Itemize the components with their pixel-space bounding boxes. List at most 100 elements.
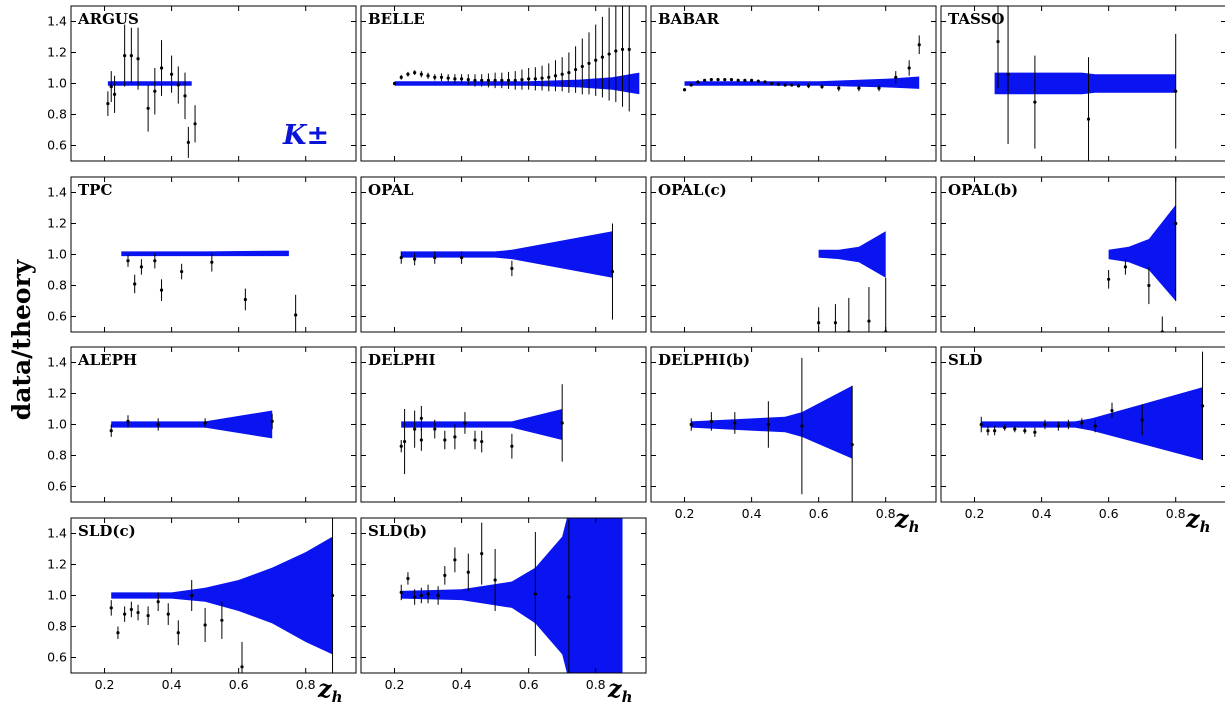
data-point [723, 78, 727, 82]
data-point [729, 78, 734, 82]
data-point [986, 426, 990, 436]
data-point [190, 580, 194, 611]
panel-aleph: 0.6 0.8 1.0 1.2 1.4 ALEPH [47, 346, 357, 503]
point-marker [493, 78, 497, 82]
data-point [877, 85, 881, 92]
svg-text:zh: zh [1185, 504, 1211, 536]
data-point [716, 78, 720, 82]
point-marker [766, 422, 770, 427]
point-marker [186, 140, 190, 144]
y-tick-label: 1.4 [47, 185, 67, 200]
plot-area [682, 35, 921, 92]
point-marker [733, 421, 737, 425]
y-tick-label: 1.4 [47, 14, 67, 29]
data-point [486, 73, 491, 88]
data-point [109, 600, 113, 616]
data-point [153, 252, 157, 269]
y-tick-label: 0.8 [47, 278, 67, 293]
data-point [176, 620, 180, 646]
theory-uncertainty-band [818, 231, 886, 278]
data-point [1140, 404, 1144, 436]
data-point [139, 259, 144, 275]
point-marker [506, 78, 511, 82]
point-marker [466, 78, 470, 82]
plot-area [994, 6, 1178, 161]
point-marker [159, 66, 164, 70]
point-marker [796, 84, 801, 88]
data-point [806, 83, 811, 89]
point-marker [413, 257, 417, 261]
point-marker [136, 57, 140, 61]
data-point [136, 604, 140, 621]
point-marker [837, 86, 841, 90]
point-marker [610, 269, 615, 274]
data-point [763, 80, 767, 84]
x-tick-label: 0.8 [586, 677, 606, 692]
theory-uncertainty-band [111, 536, 333, 655]
data-point [907, 60, 911, 76]
panel-opal: OPAL [360, 176, 647, 333]
data-point [419, 587, 423, 604]
x-tick-label: 0.6 [809, 506, 829, 521]
theory-uncertainty-band [394, 72, 640, 95]
data-point [627, 6, 631, 112]
point-marker [446, 76, 450, 80]
point-marker [1110, 408, 1114, 413]
x-tick-label: 0.8 [296, 677, 316, 692]
point-marker [392, 81, 397, 86]
data-point [573, 46, 578, 93]
point-marker [1123, 265, 1128, 269]
point-marker [567, 71, 571, 75]
panel-title: BABAR [658, 10, 720, 28]
y-tick-label: 0.6 [47, 309, 67, 324]
point-marker [176, 631, 180, 635]
point-marker [463, 421, 467, 425]
panel-sld: 0.2 0.4 0.6 0.8 SLD [940, 346, 1225, 521]
point-marker [790, 83, 794, 87]
point-marker [877, 86, 881, 90]
data-point [243, 288, 247, 311]
point-marker [1140, 418, 1144, 422]
x-tick-label: 0.4 [452, 677, 472, 692]
data-point [399, 440, 403, 453]
data-point [533, 531, 537, 656]
point-marker [453, 77, 457, 81]
point-marker [806, 84, 811, 88]
point-marker [1174, 89, 1178, 93]
data-point [1174, 33, 1178, 149]
data-point [433, 419, 437, 439]
data-point [600, 16, 605, 98]
y-tick-label: 1.0 [47, 247, 67, 262]
data-point [560, 384, 564, 462]
data-point [709, 412, 713, 431]
data-point [770, 81, 774, 86]
data-point [594, 24, 598, 96]
data-point [220, 601, 224, 639]
data-point [169, 55, 174, 93]
data-point [203, 607, 207, 642]
data-point [419, 71, 423, 78]
data-point [689, 418, 693, 431]
panel-frame [650, 176, 937, 333]
data-point [406, 572, 410, 585]
data-point [436, 586, 440, 605]
data-point [183, 72, 187, 120]
panel-title: OPAL(c) [658, 181, 727, 199]
data-point [783, 83, 787, 87]
data-point [527, 68, 531, 90]
point-marker [587, 61, 591, 65]
point-marker [402, 439, 407, 444]
point-marker [109, 429, 113, 433]
y-axis-label: data/theory [7, 258, 36, 420]
point-marker [993, 429, 997, 433]
point-marker [1086, 117, 1091, 121]
data-point [240, 642, 244, 673]
data-point [203, 418, 207, 428]
point-marker [136, 610, 140, 615]
point-marker [716, 78, 720, 82]
data-point [133, 274, 137, 294]
x-tick-label: 0.4 [742, 506, 762, 521]
point-marker [857, 86, 861, 90]
data-point [156, 592, 160, 611]
data-point [109, 71, 113, 103]
